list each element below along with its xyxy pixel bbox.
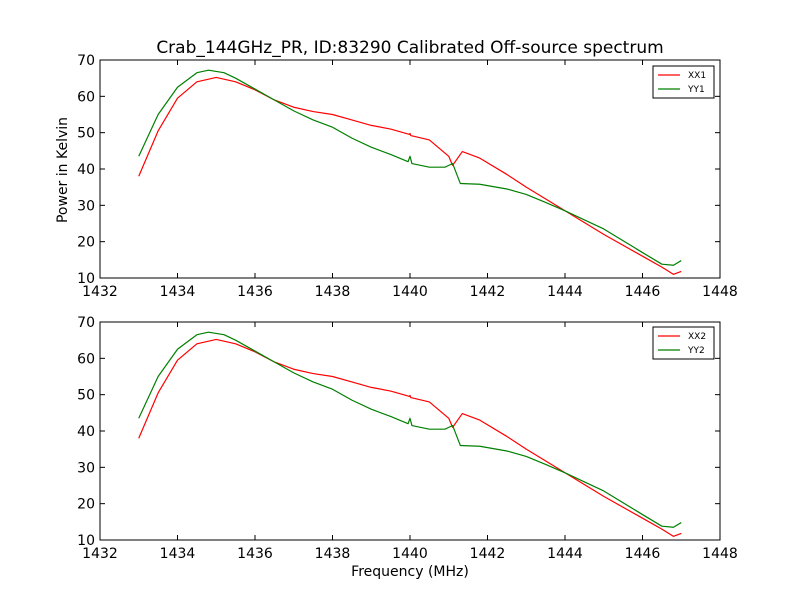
- x-tick-label: 1432: [82, 284, 118, 300]
- y-tick-label: 20: [77, 235, 95, 251]
- plot-bottom: 1432 1434 1436 1438 1440 1442 1444 1446 1448 10 20…: [77, 315, 738, 562]
- y-tick-label: 40: [77, 424, 95, 440]
- x-tick-label: 1446: [625, 284, 661, 300]
- x-tick-label: 1444: [547, 284, 583, 300]
- x-tick-label: 1440: [392, 546, 428, 562]
- y-tick-label: 60: [77, 89, 95, 105]
- series-line-xx2: [138, 338, 682, 537]
- x-tick-label: 1448: [702, 284, 738, 300]
- series-line-xx1: [138, 76, 682, 275]
- x-tick-label: 1436: [237, 546, 273, 562]
- legend-label-xx2: XX2: [688, 332, 706, 342]
- x-tick-label: 1434: [160, 546, 196, 562]
- x-tick-label: 1432: [82, 546, 118, 562]
- legend-label-yy1: YY1: [687, 85, 705, 95]
- x-tick-label: 1442: [470, 546, 506, 562]
- y-tick-label: 30: [77, 460, 95, 476]
- y-tick-label: 30: [77, 198, 95, 214]
- legend-box: [652, 326, 715, 360]
- axes-frame: [99, 321, 721, 541]
- figure-title: Crab_144GHz_PR, ID:83290 Calibrated Off-…: [156, 38, 663, 58]
- y-tick-label: 70: [77, 53, 95, 69]
- x-tick-label: 1438: [315, 546, 351, 562]
- legend-box: [652, 65, 715, 99]
- x-axis-label: Frequency (MHz): [351, 564, 469, 580]
- y-tick-label: 50: [77, 126, 95, 142]
- series-line-yy2: [138, 331, 682, 528]
- x-tick-label: 1438: [315, 284, 351, 300]
- x-tick-label: 1446: [625, 546, 661, 562]
- y-tick-label: 70: [77, 315, 95, 331]
- y-tick-label: 40: [77, 162, 95, 178]
- x-tick-label: 1440: [392, 284, 428, 300]
- legend-label-xx1: XX1: [688, 71, 706, 81]
- y-tick-label: 50: [77, 388, 95, 404]
- x-tick-label: 1442: [470, 284, 506, 300]
- x-tick-label: 1444: [547, 546, 583, 562]
- legend-label-yy2: YY2: [687, 346, 705, 356]
- x-tick-label: 1448: [702, 546, 738, 562]
- series-line-yy1: [138, 69, 682, 266]
- y-tick-label: 20: [77, 497, 95, 513]
- y-tick-label: 10: [77, 271, 95, 287]
- x-tick-label: 1434: [160, 284, 196, 300]
- y-tick-label: 60: [77, 351, 95, 367]
- y-axis-label: Power in Kelvin: [55, 117, 71, 223]
- axes-frame: [99, 59, 721, 279]
- x-tick-label: 1436: [237, 284, 273, 300]
- plot-top: 1432 1434 1436 1438 1440 1442 1444 1446 1448 10 20…: [77, 53, 738, 300]
- y-tick-label: 10: [77, 533, 95, 549]
